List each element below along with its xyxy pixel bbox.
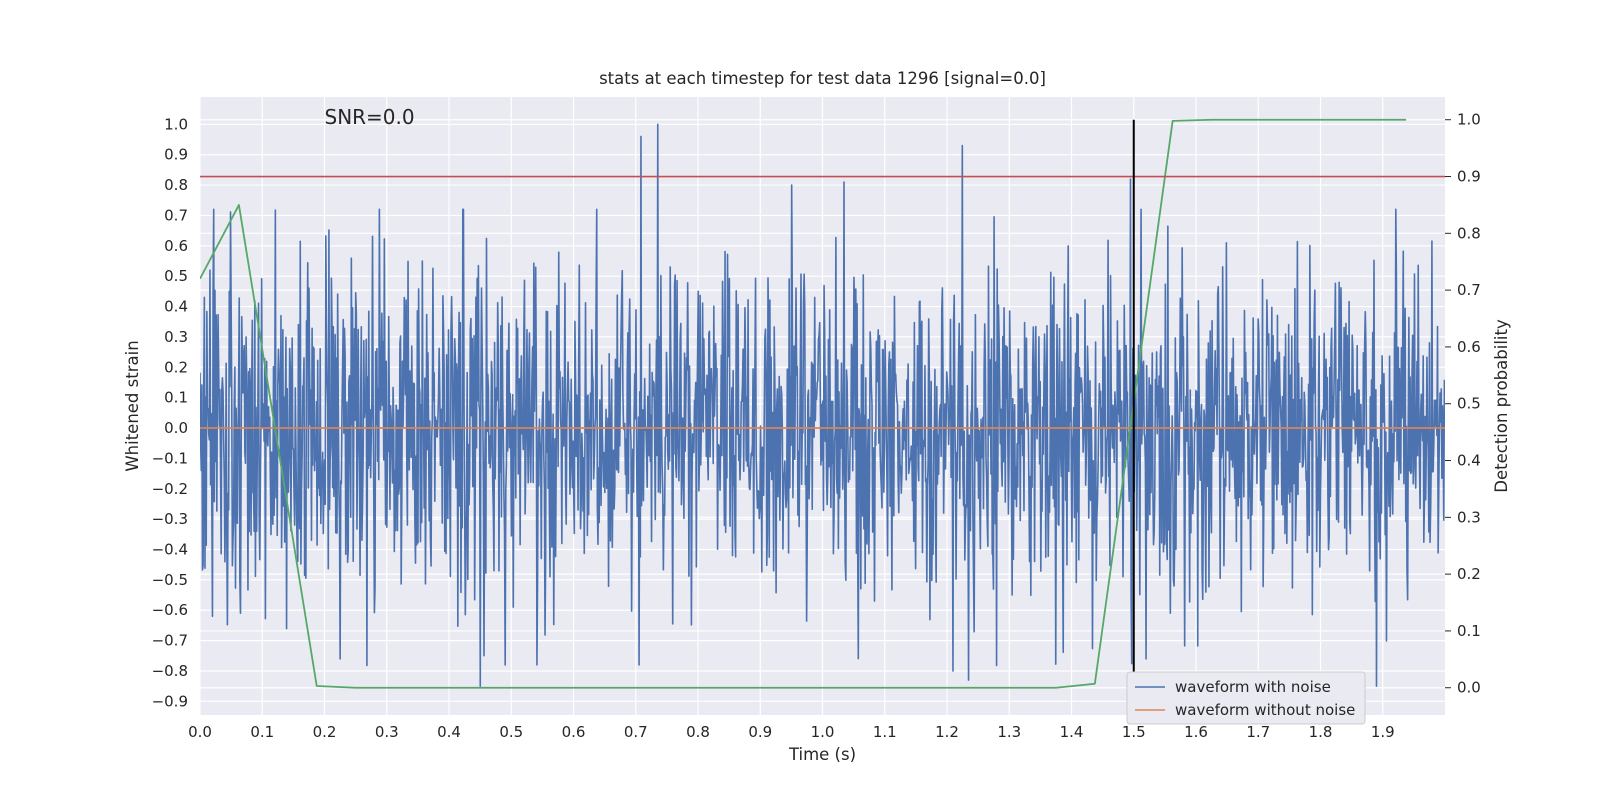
x-tick-label: 0.3 — [375, 723, 399, 741]
y-tick-label: −0.5 — [152, 571, 188, 589]
y-tick-label: 0.2 — [164, 358, 188, 376]
x-tick-label: 1.8 — [1309, 723, 1333, 741]
y-tick-label: 1.0 — [164, 115, 188, 133]
y2-tick-label: 0.3 — [1457, 508, 1481, 526]
snr-annotation: SNR=0.0 — [325, 105, 415, 129]
y-tick-label: 0.7 — [164, 206, 188, 224]
series-detection-probability — [200, 118, 1407, 689]
x-tick-label: 1.1 — [873, 723, 897, 741]
legend-box — [1126, 671, 1366, 725]
y2-tick-label: 0.0 — [1457, 679, 1481, 697]
x-tick-label: 0.6 — [562, 723, 586, 741]
y-tick-label: 0.9 — [164, 146, 188, 164]
axes-layer: 0.0 0.1 0.2 0.3 0.4 0.5 0.6 0.7 0.8 0.9 1.0 1.1 1.2 1… — [152, 111, 1481, 741]
x-tick-label: 1.2 — [935, 723, 959, 741]
x-tick-label: 0.7 — [624, 723, 648, 741]
x-tick-label: 1.6 — [1184, 723, 1208, 741]
y-tick-label: −0.4 — [152, 540, 188, 558]
y2-tick-label: 0.5 — [1457, 395, 1481, 413]
y2-tick-label: 0.7 — [1457, 281, 1481, 299]
x-tick-label: 1.7 — [1246, 723, 1270, 741]
chart-title: stats at each timestep for test data 129… — [599, 69, 1046, 88]
x-tick-label: 1.4 — [1060, 723, 1084, 741]
x-tick-label: 0.9 — [748, 723, 772, 741]
x-tick-label: 0.5 — [499, 723, 523, 741]
legend-label-waveform-without-noise: waveform without noise — [1175, 701, 1355, 719]
y2-tick-label: 0.2 — [1457, 565, 1481, 583]
y-tick-label: −0.8 — [152, 662, 188, 680]
x-tick-label: 1.5 — [1122, 723, 1146, 741]
y-tick-label: 0.6 — [164, 237, 188, 255]
x-tick-label: 0.4 — [437, 723, 461, 741]
y-tick-label: −0.9 — [152, 692, 188, 710]
y2-tick-label: 0.1 — [1457, 622, 1481, 640]
y2-tick-label: 0.9 — [1457, 168, 1481, 186]
y2-tick-label: 0.6 — [1457, 338, 1481, 356]
y-tick-label: 0.8 — [164, 176, 188, 194]
y2-axis-label: Detection probability — [1492, 319, 1511, 493]
x-tick-label: 1.0 — [811, 723, 835, 741]
y-axis-label: Whitened strain — [123, 340, 142, 471]
x-axis-label: Time (s) — [788, 745, 856, 764]
x-tick-label: 0.2 — [313, 723, 337, 741]
x-tick-label: 0.8 — [686, 723, 710, 741]
y-tick-label: 0.1 — [164, 389, 188, 407]
series-layer — [200, 118, 1445, 689]
x-tick-label: 1.3 — [997, 723, 1021, 741]
overlay-layer — [200, 119, 1445, 688]
y-tick-label: 0.4 — [164, 298, 188, 316]
y-tick-label: −0.3 — [152, 510, 188, 528]
x-tick-label: 1.9 — [1371, 723, 1395, 741]
y-tick-label: 0.0 — [164, 419, 188, 437]
y2-tick-label: 0.8 — [1457, 224, 1481, 242]
legend-label-waveform-with-noise: waveform with noise — [1175, 678, 1331, 696]
y2-tick-label: 1.0 — [1457, 111, 1481, 129]
y2-tick-label: 0.4 — [1457, 452, 1481, 470]
x-tick-label: 0.0 — [188, 723, 212, 741]
y-tick-label: −0.6 — [152, 601, 188, 619]
y-tick-label: −0.2 — [152, 480, 188, 498]
legend: waveform with noise waveform without noi… — [1126, 671, 1366, 725]
y-tick-label: 0.3 — [164, 328, 188, 346]
y-tick-label: 0.5 — [164, 267, 188, 285]
x-tick-label: 0.1 — [250, 723, 274, 741]
y-tick-label: −0.7 — [152, 632, 188, 650]
y-tick-label: −0.1 — [152, 449, 188, 467]
